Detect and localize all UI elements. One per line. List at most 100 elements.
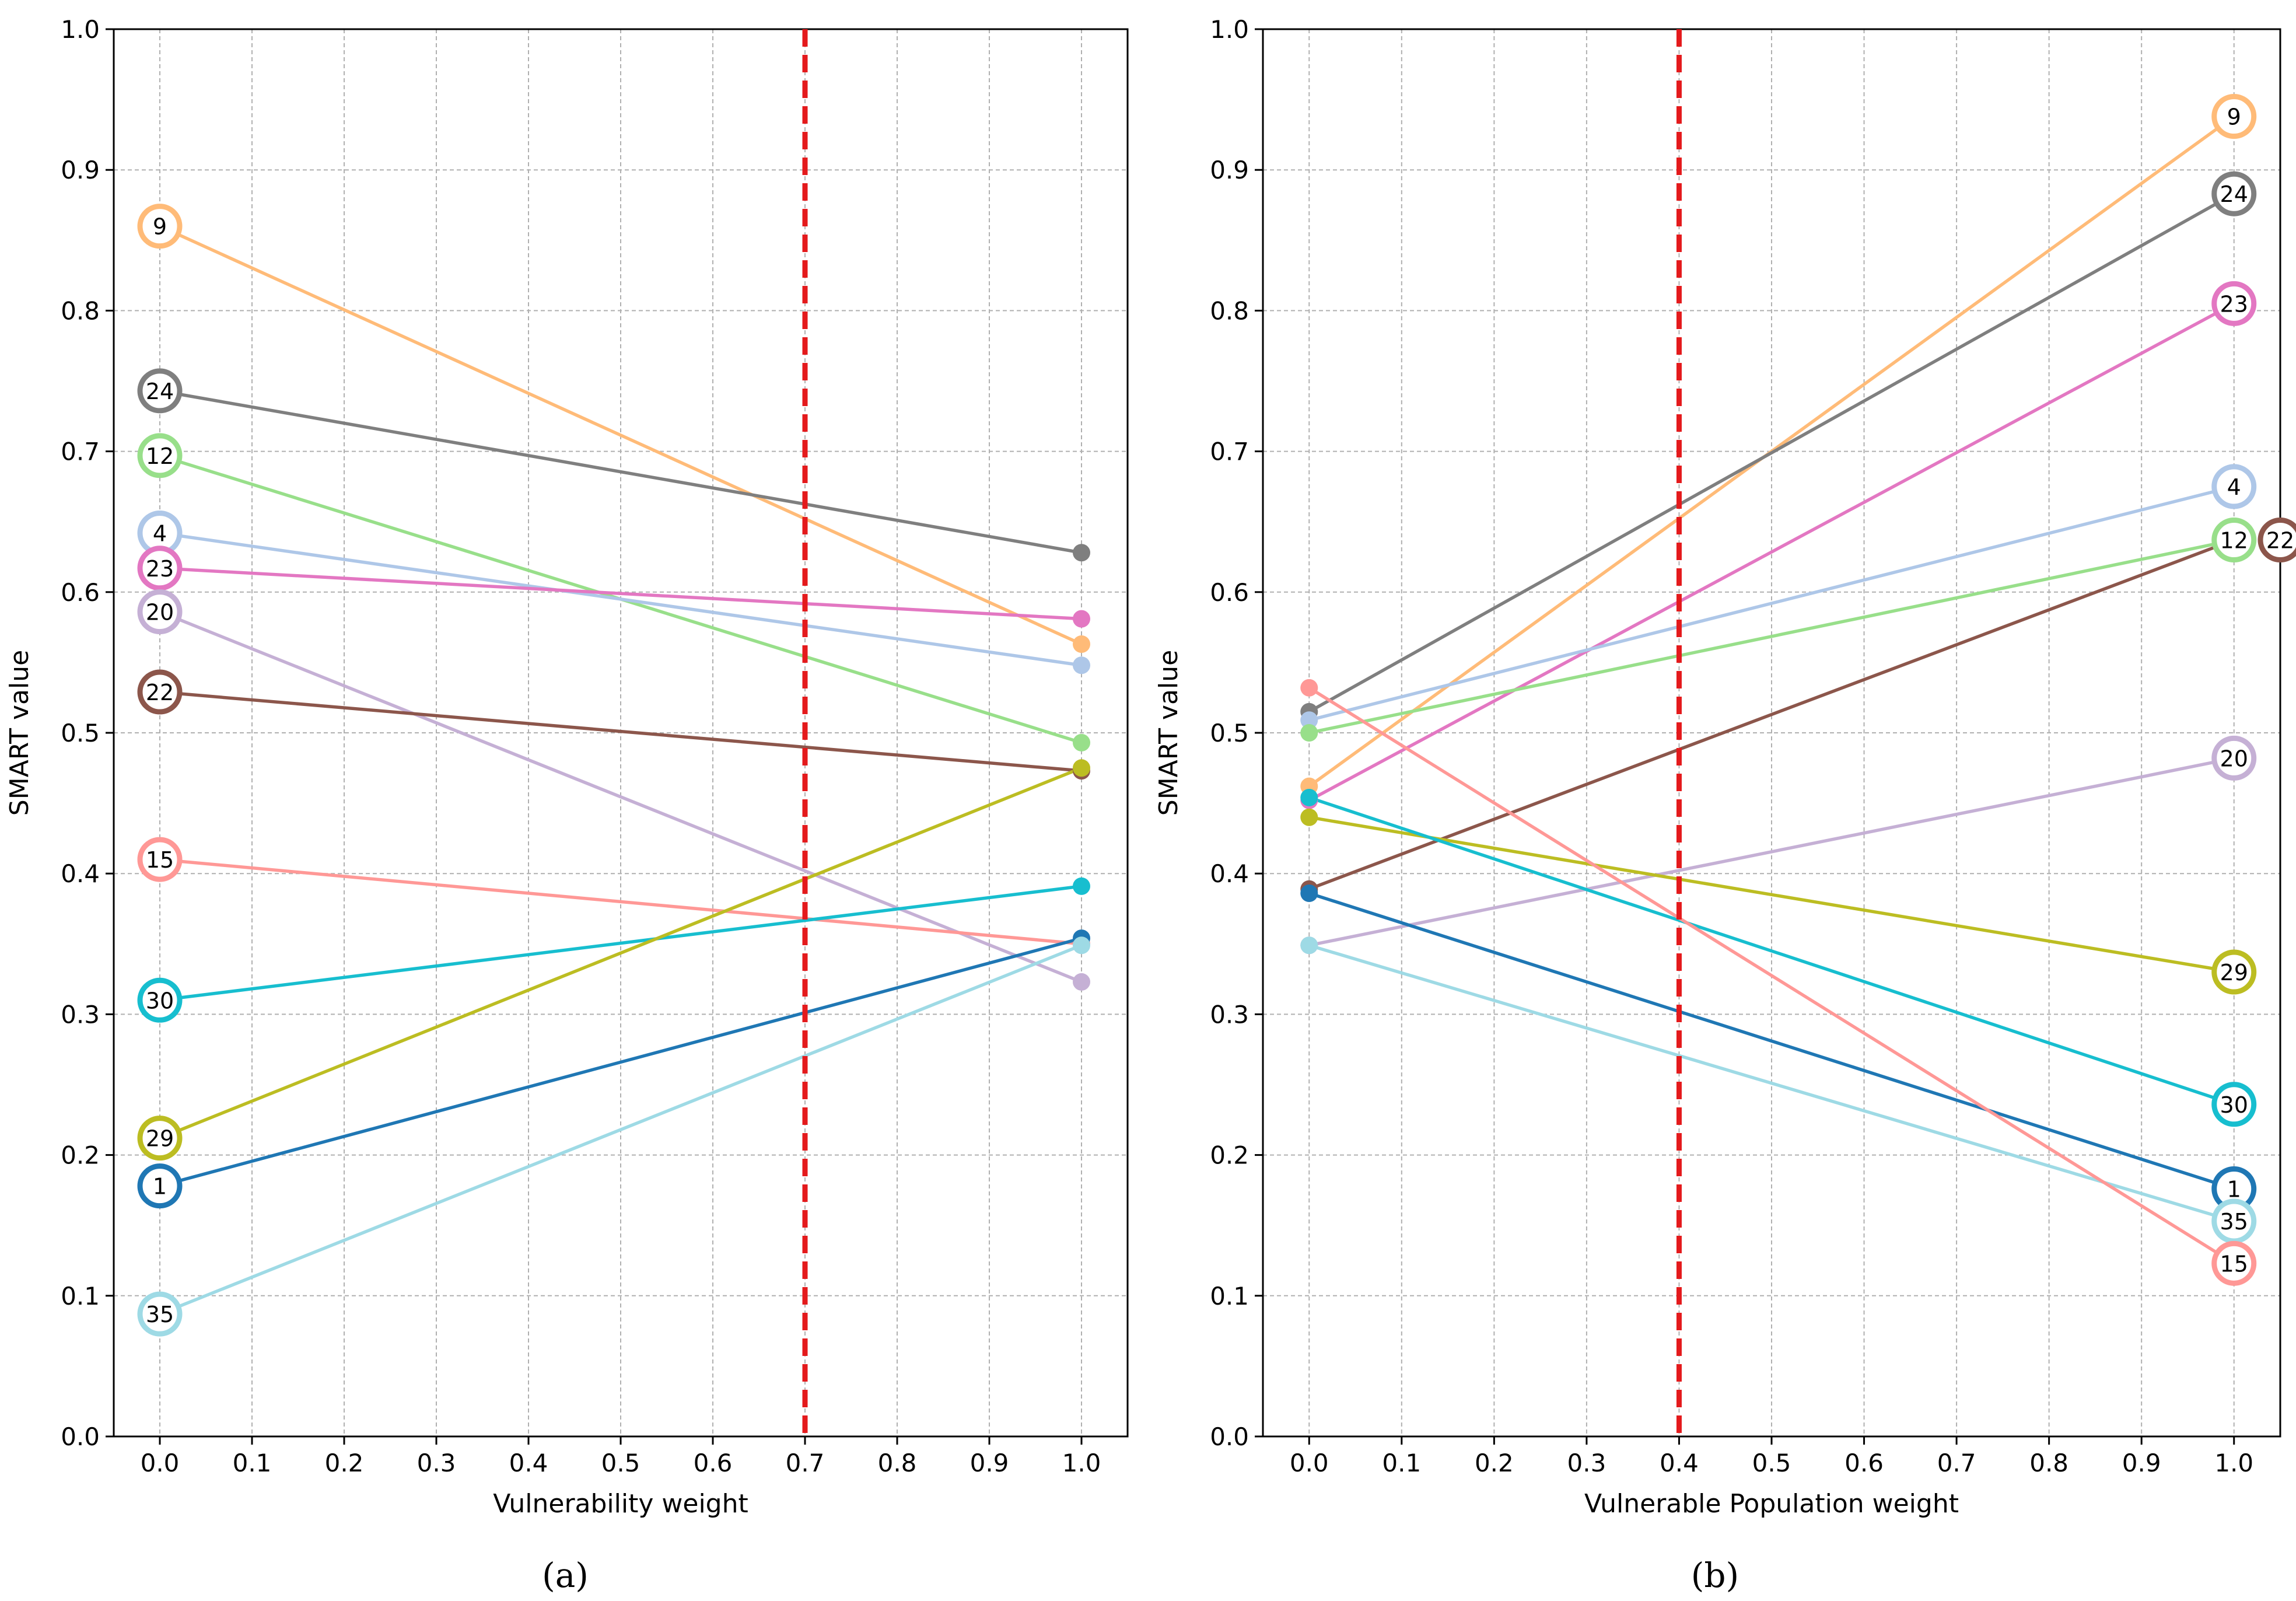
- series-point-30: [1073, 877, 1090, 895]
- x-tick-label: 0.4: [509, 1449, 548, 1477]
- series-line-30: [1307, 796, 2236, 1106]
- series-line-29: [158, 766, 1083, 1140]
- series-label-22: 22: [2266, 528, 2294, 554]
- series-label-ring-29: [2211, 949, 2257, 995]
- series-line-35: [1307, 943, 2236, 1223]
- y-tick-label: 0.5: [1210, 719, 1249, 747]
- series-line-30: [158, 885, 1083, 1002]
- series-line-20: [158, 610, 1083, 984]
- series-point-9: [1073, 635, 1090, 653]
- series-label-12: 12: [146, 443, 174, 469]
- series-point-35: [1073, 936, 1090, 955]
- y-tick-label: 0.3: [61, 1000, 100, 1029]
- series-point-15: [1300, 679, 1318, 697]
- series-label-9: 9: [153, 214, 167, 240]
- panel-caption: (b): [1691, 1555, 1739, 1595]
- series-label-24: 24: [2220, 181, 2248, 207]
- series-point-1: [1300, 884, 1318, 902]
- series-label-ring-30: [137, 977, 183, 1023]
- x-tick-label: 0.2: [1475, 1449, 1514, 1477]
- series-line-22: [1307, 538, 2236, 891]
- series-point-24: [1073, 544, 1090, 562]
- y-tick-label: 0.6: [1210, 578, 1249, 607]
- panel-caption: (a): [542, 1555, 589, 1595]
- y-tick-label: 0.3: [1210, 1000, 1249, 1029]
- series-label-22: 22: [146, 680, 174, 705]
- x-tick-label: 0.1: [233, 1449, 272, 1477]
- series-label-ring-15: [2211, 1240, 2257, 1286]
- series-label-ring-30: [2211, 1082, 2257, 1127]
- series-label-23: 23: [146, 556, 174, 582]
- series-label-20: 20: [2220, 746, 2248, 771]
- series-line-23: [158, 567, 1083, 621]
- y-tick-label: 0.8: [61, 296, 100, 325]
- x-tick-label: 0.0: [1290, 1449, 1329, 1477]
- x-tick-label: 0.0: [141, 1449, 180, 1477]
- y-tick-label: 0.4: [1210, 859, 1249, 888]
- series-line-15: [158, 858, 1083, 946]
- x-tick-label: 0.3: [1567, 1449, 1606, 1477]
- series-point-4: [1300, 711, 1318, 729]
- y-tick-label: 0.2: [1210, 1141, 1249, 1170]
- x-tick-label: 0.7: [786, 1449, 825, 1477]
- series-label-12: 12: [2220, 528, 2248, 554]
- chart-panel-b: 0.0 0.1 0.2 0.3 0.4 0.5 0.6 0.7 0.8 0.9 1.0 0.0 0.1 0…: [1154, 15, 2296, 1595]
- series-line-23: [1307, 302, 2236, 802]
- series-label-ring-35: [137, 1291, 183, 1337]
- series-label-ring-12: [137, 433, 183, 478]
- series-label-30: 30: [2220, 1092, 2248, 1118]
- x-tick-label: 0.3: [417, 1449, 456, 1477]
- series-label-30: 30: [146, 988, 174, 1013]
- series-label-ring-15: [137, 837, 183, 882]
- y-tick-label: 0.8: [1210, 296, 1249, 325]
- x-tick-label: 0.7: [1937, 1449, 1976, 1477]
- x-tick-label: 0.2: [325, 1449, 364, 1477]
- series-label-24: 24: [146, 379, 174, 404]
- series-point-29: [1073, 759, 1090, 777]
- series-point-23: [1073, 610, 1090, 628]
- y-tick-label: 0.7: [61, 438, 100, 466]
- series-line-24: [158, 389, 1083, 555]
- series-point-29: [1300, 808, 1318, 826]
- series-label-ring-22: [137, 669, 183, 715]
- series-line-15: [1307, 686, 2236, 1266]
- y-axis-label: SMART value: [1154, 650, 1184, 816]
- series-label-ring-29: [137, 1116, 183, 1161]
- series-point-30: [1300, 788, 1318, 806]
- chart-panel-a: 0.0 0.1 0.2 0.3 0.4 0.5 0.6 0.7 0.8 0.9 1.0 0.0 0.1 0…: [5, 15, 1129, 1595]
- series-label-1: 1: [2227, 1176, 2241, 1202]
- series-point-20: [1073, 973, 1090, 991]
- series-label-23: 23: [2220, 291, 2248, 317]
- series-label-ring-9: [137, 204, 183, 249]
- series-line-4: [158, 531, 1083, 667]
- y-tick-label: 0.4: [61, 859, 100, 888]
- series-point-12: [1300, 724, 1318, 742]
- y-tick-label: 0.1: [61, 1282, 100, 1310]
- series-point-12: [1073, 733, 1090, 751]
- y-tick-label: 0.7: [1210, 438, 1249, 466]
- series-label-ring-20: [2211, 735, 2257, 781]
- series-label-9: 9: [2227, 104, 2241, 130]
- y-axis-label: SMART value: [5, 650, 34, 816]
- series-line-29: [1307, 815, 2236, 974]
- x-tick-label: 1.0: [1062, 1449, 1101, 1477]
- series-label-ring-9: [2211, 94, 2257, 139]
- series-line-24: [1307, 192, 2236, 714]
- series-point-35: [1300, 936, 1318, 955]
- x-tick-label: 0.9: [970, 1449, 1009, 1477]
- y-tick-label: 0.0: [61, 1422, 100, 1451]
- series-label-4: 4: [2227, 474, 2241, 500]
- x-tick-label: 0.6: [694, 1449, 733, 1477]
- series-line-22: [158, 690, 1083, 772]
- series-point-4: [1073, 656, 1090, 674]
- x-tick-label: 1.0: [2214, 1449, 2253, 1477]
- series-line-1: [1307, 892, 2236, 1191]
- y-tick-label: 0.1: [1210, 1282, 1249, 1310]
- y-tick-label: 0.6: [61, 578, 100, 607]
- series-label-ring-1: [137, 1163, 183, 1209]
- y-tick-label: 1.0: [1210, 15, 1249, 44]
- x-axis-label: Vulnerability weight: [493, 1489, 748, 1519]
- y-tick-label: 0.5: [61, 719, 100, 747]
- series-label-4: 4: [153, 520, 167, 546]
